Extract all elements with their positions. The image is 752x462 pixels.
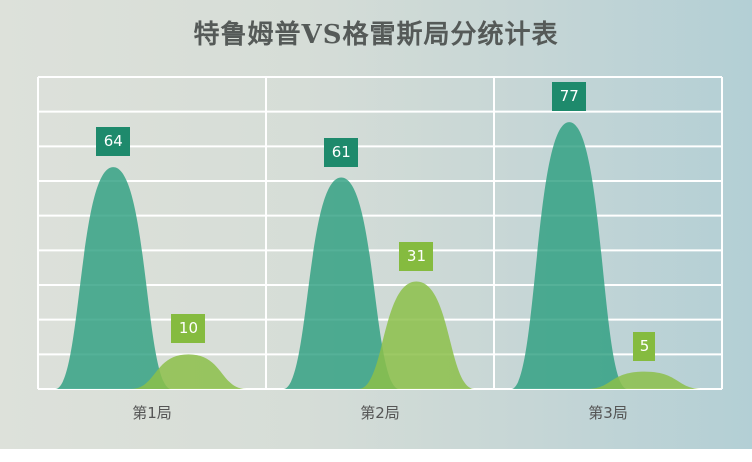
chart-frame: 特鲁姆普VS格雷斯局分统计表 第1局 第2局 第3局 64 61 77 10 3… xyxy=(0,0,752,449)
category-label-2: 第2局 xyxy=(360,404,400,422)
value-label-trump-2: 61 xyxy=(324,137,359,167)
area-trump-3 xyxy=(511,122,628,390)
area-grace-2 xyxy=(358,281,475,389)
value-label-trump-1: 64 xyxy=(96,127,131,157)
area-trump-2 xyxy=(283,177,400,389)
area-trump-1 xyxy=(55,167,172,389)
value-label-trump-3: 77 xyxy=(552,82,587,112)
data-areas xyxy=(55,122,703,390)
value-label-grace-3: 5 xyxy=(633,331,656,361)
area-grace-1 xyxy=(130,354,247,389)
category-label-1: 第1局 xyxy=(132,404,172,422)
area-grace-3 xyxy=(586,371,703,389)
category-label-3: 第3局 xyxy=(588,404,628,422)
value-label-grace-2: 31 xyxy=(399,241,434,271)
chart-title: 特鲁姆普VS格雷斯局分统计表 xyxy=(193,20,559,50)
plot-area xyxy=(55,122,703,390)
value-label-grace-1: 10 xyxy=(171,314,206,344)
